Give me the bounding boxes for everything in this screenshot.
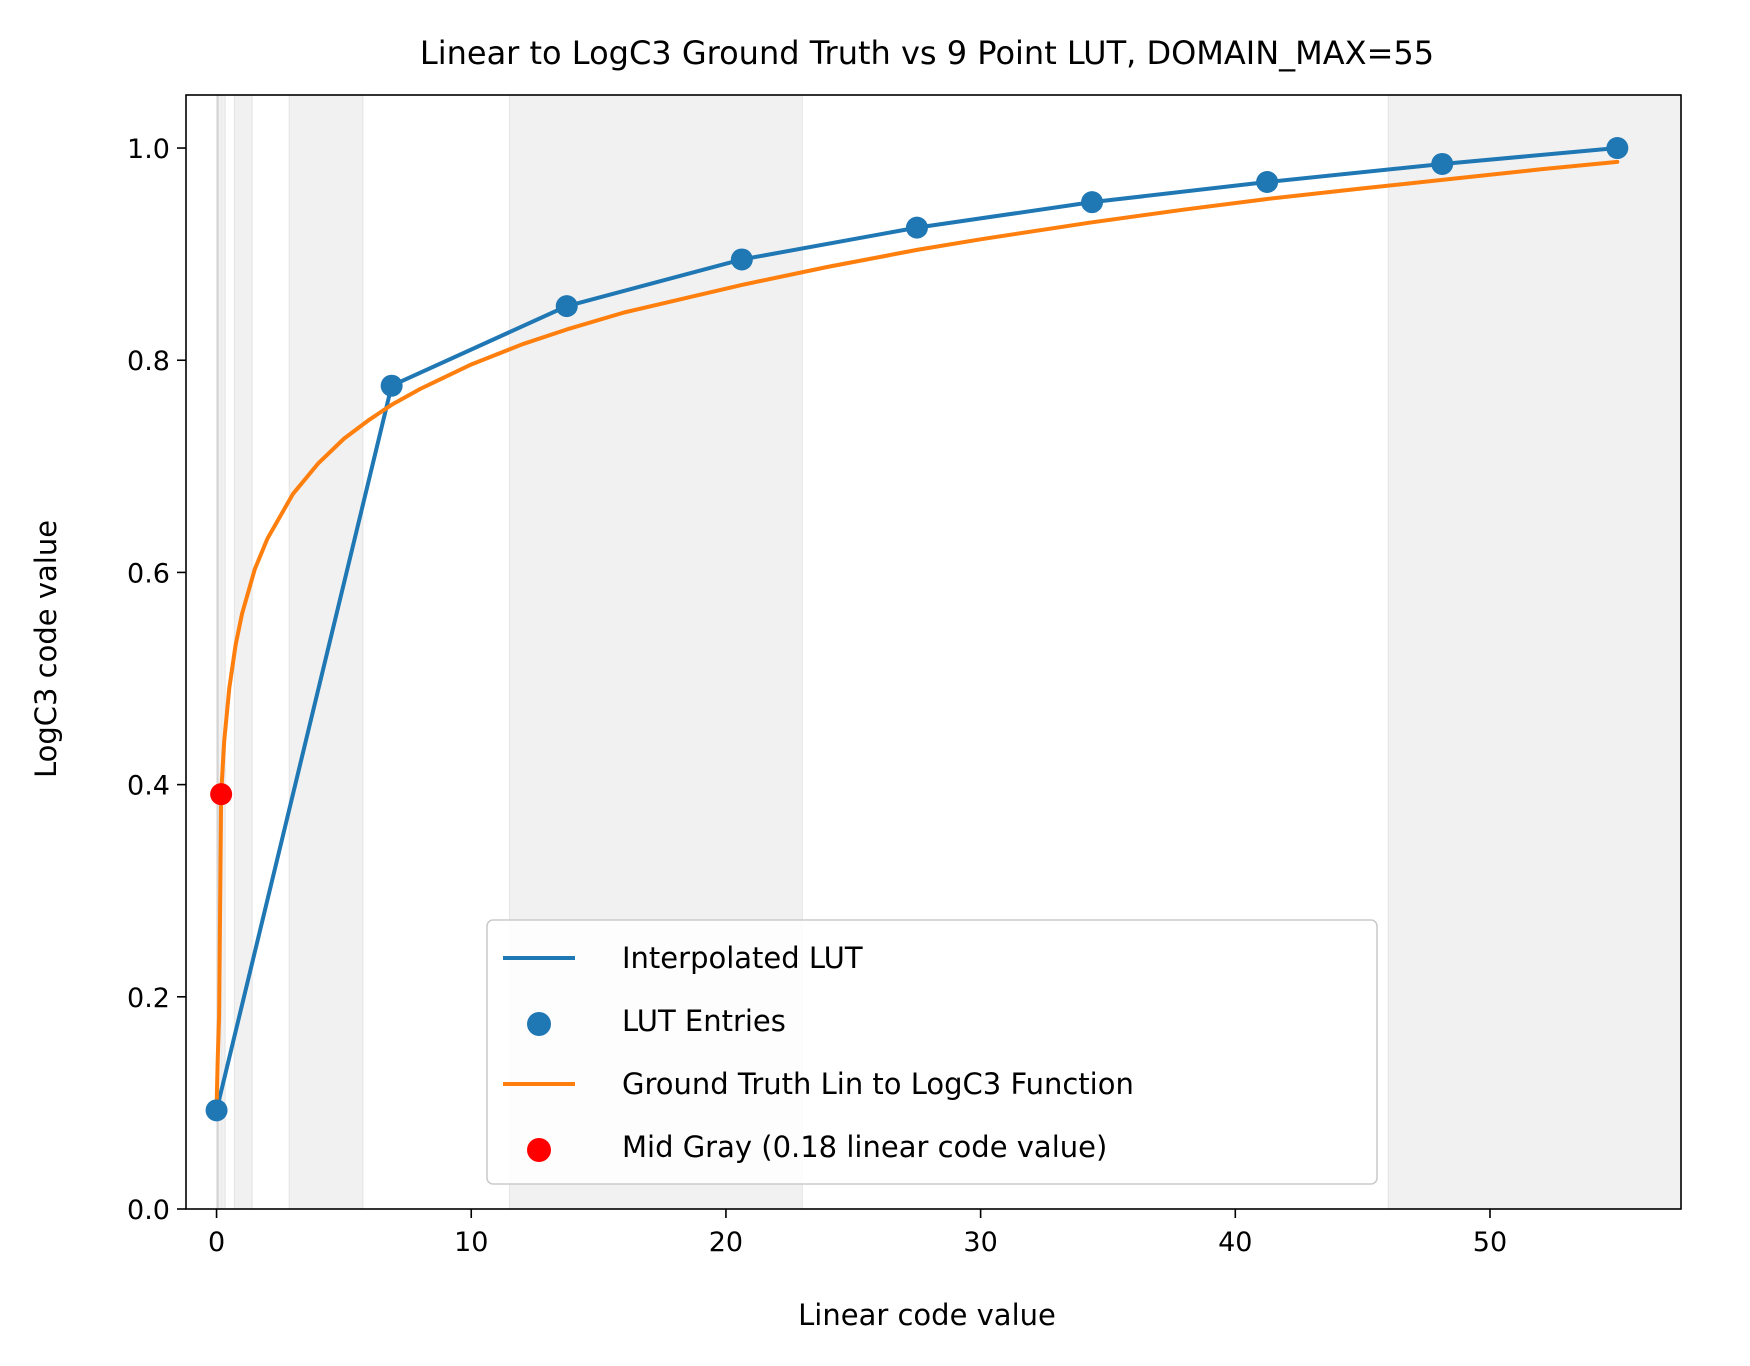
y-tick-label: 1.0 xyxy=(127,134,170,165)
shaded-band-2 xyxy=(217,95,220,1209)
series-2-point-6 xyxy=(1081,191,1104,214)
shaded-band-1 xyxy=(216,95,219,1209)
series-2-point-3 xyxy=(555,295,578,318)
y-axis-label: LogC3 code value xyxy=(29,520,63,778)
series-2-point-9 xyxy=(1606,137,1629,160)
y-tick-label: 0.6 xyxy=(127,558,170,589)
series-2-point-5 xyxy=(905,216,928,239)
x-axis-label: Linear code value xyxy=(798,1298,1056,1332)
x-tick-label: 50 xyxy=(1473,1227,1507,1258)
legend-box xyxy=(486,919,1378,1185)
x-tick-label: 0 xyxy=(208,1227,225,1258)
series-2-point-2 xyxy=(380,374,403,397)
legend: Interpolated LUT LUT Entries Ground Truth … xyxy=(486,919,1378,1185)
series-2-point-4 xyxy=(730,248,753,271)
series-2-point-1 xyxy=(205,1099,228,1122)
plot-area-frame xyxy=(185,94,1682,1210)
series-4-point-1 xyxy=(210,783,233,806)
legend-label: LUT Entries xyxy=(622,1004,786,1038)
legend-label: Interpolated LUT xyxy=(622,941,863,975)
shaded-band-4 xyxy=(233,95,253,1209)
y-tick-label: 0.2 xyxy=(127,983,170,1014)
x-tick-label: 10 xyxy=(454,1227,488,1258)
shaded-band-3 xyxy=(220,95,226,1209)
y-tick-label: 0.0 xyxy=(127,1195,170,1226)
legend-marker-swatch xyxy=(527,1138,551,1162)
y-tick-label: 0.8 xyxy=(127,346,170,377)
series-line-3 xyxy=(214,159,1620,1113)
chart-title: Linear to LogC3 Ground Truth vs 9 Point … xyxy=(420,34,1434,72)
legend-label: Mid Gray (0.18 linear code value) xyxy=(622,1130,1107,1164)
legend-label: Ground Truth Lin to LogC3 Function xyxy=(622,1067,1134,1101)
x-tick-label: 20 xyxy=(709,1227,743,1258)
series-2-point-7 xyxy=(1256,170,1279,193)
x-tick-label: 30 xyxy=(963,1227,997,1258)
y-tick-label: 0.4 xyxy=(127,771,170,802)
shaded-band-7 xyxy=(1387,95,1681,1209)
series-2-point-8 xyxy=(1431,152,1454,175)
legend-marker-swatch xyxy=(527,1012,551,1036)
x-tick-label: 40 xyxy=(1218,1227,1252,1258)
